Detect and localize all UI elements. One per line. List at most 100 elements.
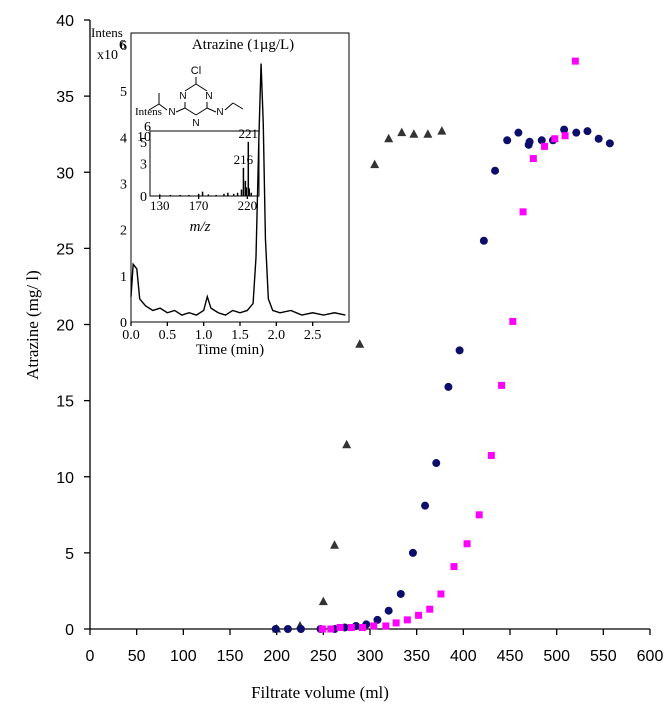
- x-tick-label: 100: [170, 648, 197, 665]
- x-tick-label: 50: [128, 648, 146, 665]
- spectrum-peak-labels: 221 216: [234, 126, 258, 167]
- x-tick-label: 300: [357, 648, 384, 665]
- inset-y-tick-label: 3: [120, 178, 127, 193]
- spectrum-x-ticks: 130 170 220: [150, 196, 257, 213]
- x-tick-label: 350: [403, 648, 430, 665]
- point-circle: [491, 166, 500, 175]
- inset-y-tick-label: 2: [120, 224, 127, 239]
- point-circle: [421, 501, 430, 510]
- point-square: [347, 623, 355, 631]
- spectrum-x-tick-label: 170: [189, 198, 209, 213]
- y-tick-label: 30: [56, 165, 74, 182]
- x-tick-label: 500: [543, 648, 570, 665]
- atom-n-3: N: [192, 118, 199, 129]
- inset-y-tick-label: 1: [120, 270, 127, 285]
- y-tick-label: 40: [56, 13, 74, 30]
- point-circle: [479, 236, 488, 245]
- spectrum-y-tick-label: 5: [140, 136, 147, 151]
- point-square: [437, 590, 445, 598]
- point-square: [561, 132, 569, 140]
- inset-y-exponent: 6: [119, 38, 126, 53]
- inset-y-tick-label: 6: [120, 39, 127, 54]
- y-tick-label: 15: [56, 394, 74, 411]
- point-triangle: [330, 540, 340, 549]
- spectrum-x-label: m/z: [190, 219, 211, 235]
- point-circle: [537, 136, 546, 145]
- series-triangle: [272, 126, 447, 633]
- point-circle: [271, 625, 280, 633]
- x-tick-label: 150: [217, 648, 244, 665]
- point-square: [336, 623, 344, 631]
- point-square: [487, 451, 495, 459]
- spectrum-y-label: Intens: [135, 106, 162, 118]
- spectrum-y-scale: 10: [137, 130, 151, 145]
- inset-x-label: Time (min): [196, 342, 264, 358]
- y-tick-label: 25: [56, 241, 74, 258]
- y-axis-label: Atrazine (mg/ l): [23, 270, 42, 380]
- series-layer: [271, 57, 614, 633]
- inset-title: Atrazine (1µg/L): [192, 37, 294, 53]
- inset-y-scale: x10: [97, 48, 118, 63]
- bond-isopropyl-2: [148, 103, 160, 111]
- ring-bond-6: [195, 107, 208, 116]
- atrazine-structure: Cl N N N N N: [148, 65, 244, 129]
- point-square: [463, 540, 471, 548]
- spectrum-y-tick-label: 0: [140, 190, 147, 205]
- spectrum-peak-label: 216: [234, 152, 254, 167]
- point-circle: [384, 606, 393, 615]
- spectrum-peak-label: 221: [239, 126, 259, 141]
- point-square: [382, 622, 390, 630]
- point-square: [498, 381, 506, 389]
- inset-x-tick-label: 2.0: [268, 328, 286, 343]
- x-tick-label: 200: [263, 648, 290, 665]
- point-square: [519, 208, 527, 216]
- bond-left-n: [175, 107, 186, 113]
- inset-x-tick-label: 1.0: [195, 328, 213, 343]
- mass-spectrum-inset: Intens 10 6 0 3 5 130 170 220 221 216 m/z: [135, 106, 260, 235]
- point-square: [509, 317, 517, 325]
- x-tick-label: 550: [590, 648, 617, 665]
- spectrum-y-exponent: 6: [144, 120, 151, 135]
- point-circle: [514, 128, 523, 137]
- point-square: [318, 625, 326, 633]
- point-triangle: [355, 339, 365, 348]
- x-ticks: 0 50 100 150 200 250 300 350 400 450 500 550 600: [86, 629, 663, 665]
- x-tick-label: 250: [310, 648, 337, 665]
- bond-ethyl-1: [224, 102, 234, 111]
- spectrum-x-tick-label: 130: [150, 198, 170, 213]
- inset-y-tick-label: 5: [120, 85, 127, 100]
- point-circle: [432, 459, 441, 468]
- series-square: [318, 57, 579, 633]
- point-square: [403, 616, 411, 624]
- spectrum-peaks: [158, 141, 252, 196]
- point-circle: [594, 134, 603, 143]
- spectrum-y-tick-label: 3: [140, 158, 147, 173]
- inset-x-ticks: 0.0 0.5 1.0 1.5 2.0 2.5: [122, 322, 321, 343]
- inset-x-tick-label: 2.5: [304, 328, 322, 343]
- chromatogram-trace: [130, 63, 346, 316]
- point-square: [359, 623, 367, 631]
- inset-x-tick-label: 0.5: [159, 328, 177, 343]
- point-square: [475, 511, 483, 519]
- inset-y-tick-label: 0: [120, 316, 127, 331]
- y-tick-label: 20: [56, 318, 74, 335]
- point-triangle: [397, 127, 407, 137]
- x-tick-label: 0: [86, 648, 95, 665]
- bond-ethyl-2: [232, 102, 244, 110]
- y-tick-label: 35: [56, 89, 74, 106]
- spectrum-x-tick-label: 220: [238, 198, 258, 213]
- spectrum-frame: [149, 130, 260, 197]
- x-tick-label: 450: [497, 648, 524, 665]
- point-square: [571, 57, 579, 65]
- point-square: [415, 611, 423, 619]
- point-circle: [444, 382, 453, 391]
- point-square: [327, 625, 335, 633]
- point-square: [529, 155, 537, 163]
- point-circle: [283, 625, 292, 633]
- point-circle: [296, 625, 305, 633]
- point-triangle: [437, 126, 447, 135]
- point-circle: [373, 615, 382, 624]
- y-tick-label: 0: [65, 622, 74, 639]
